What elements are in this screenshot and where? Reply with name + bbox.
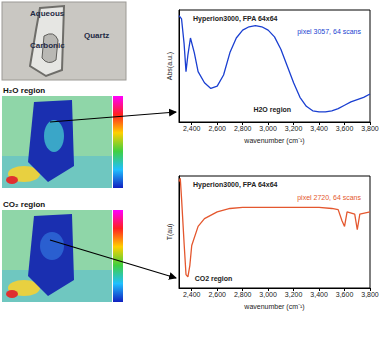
svg-text:pixel 2720, 64 scans: pixel 2720, 64 scans: [297, 194, 361, 202]
svg-text:2,600: 2,600: [208, 125, 226, 132]
svg-text:T(au): T(au): [166, 224, 174, 241]
svg-text:3,400: 3,400: [310, 125, 328, 132]
svg-text:3,800: 3,800: [361, 291, 379, 298]
svg-text:3,000: 3,000: [259, 125, 277, 132]
svg-text:Carbonic: Carbonic: [30, 41, 65, 50]
svg-text:2,400: 2,400: [183, 291, 201, 298]
svg-text:2,800: 2,800: [234, 125, 252, 132]
svg-text:wavenumber (cm⁻¹): wavenumber (cm⁻¹): [243, 303, 304, 311]
svg-text:CO₂ region: CO₂ region: [3, 200, 45, 209]
svg-text:Abs(a.u.): Abs(a.u.): [166, 52, 174, 80]
svg-text:wavenumber (cm⁻¹): wavenumber (cm⁻¹): [243, 137, 304, 145]
svg-text:Aqueous: Aqueous: [30, 9, 65, 18]
svg-text:3,400: 3,400: [310, 291, 328, 298]
svg-text:2,800: 2,800: [234, 291, 252, 298]
svg-text:H2O region: H2O region: [253, 106, 291, 114]
svg-text:2,600: 2,600: [208, 291, 226, 298]
svg-text:3,800: 3,800: [361, 125, 379, 132]
svg-text:H₂O region: H₂O region: [3, 86, 45, 95]
svg-text:3,600: 3,600: [336, 291, 354, 298]
svg-text:CO2 region: CO2 region: [195, 275, 233, 283]
svg-text:3,200: 3,200: [285, 125, 303, 132]
svg-text:Hyperion3000, FPA 64x64: Hyperion3000, FPA 64x64: [193, 181, 278, 189]
svg-text:3,200: 3,200: [285, 291, 303, 298]
svg-text:2,400: 2,400: [183, 125, 201, 132]
svg-text:Quartz: Quartz: [84, 31, 109, 40]
svg-text:3,000: 3,000: [259, 291, 277, 298]
svg-text:3,600: 3,600: [336, 125, 354, 132]
svg-text:Hyperion3000, FPA 64x64: Hyperion3000, FPA 64x64: [193, 15, 278, 23]
svg-text:pixel 3057, 64 scans: pixel 3057, 64 scans: [297, 28, 361, 36]
